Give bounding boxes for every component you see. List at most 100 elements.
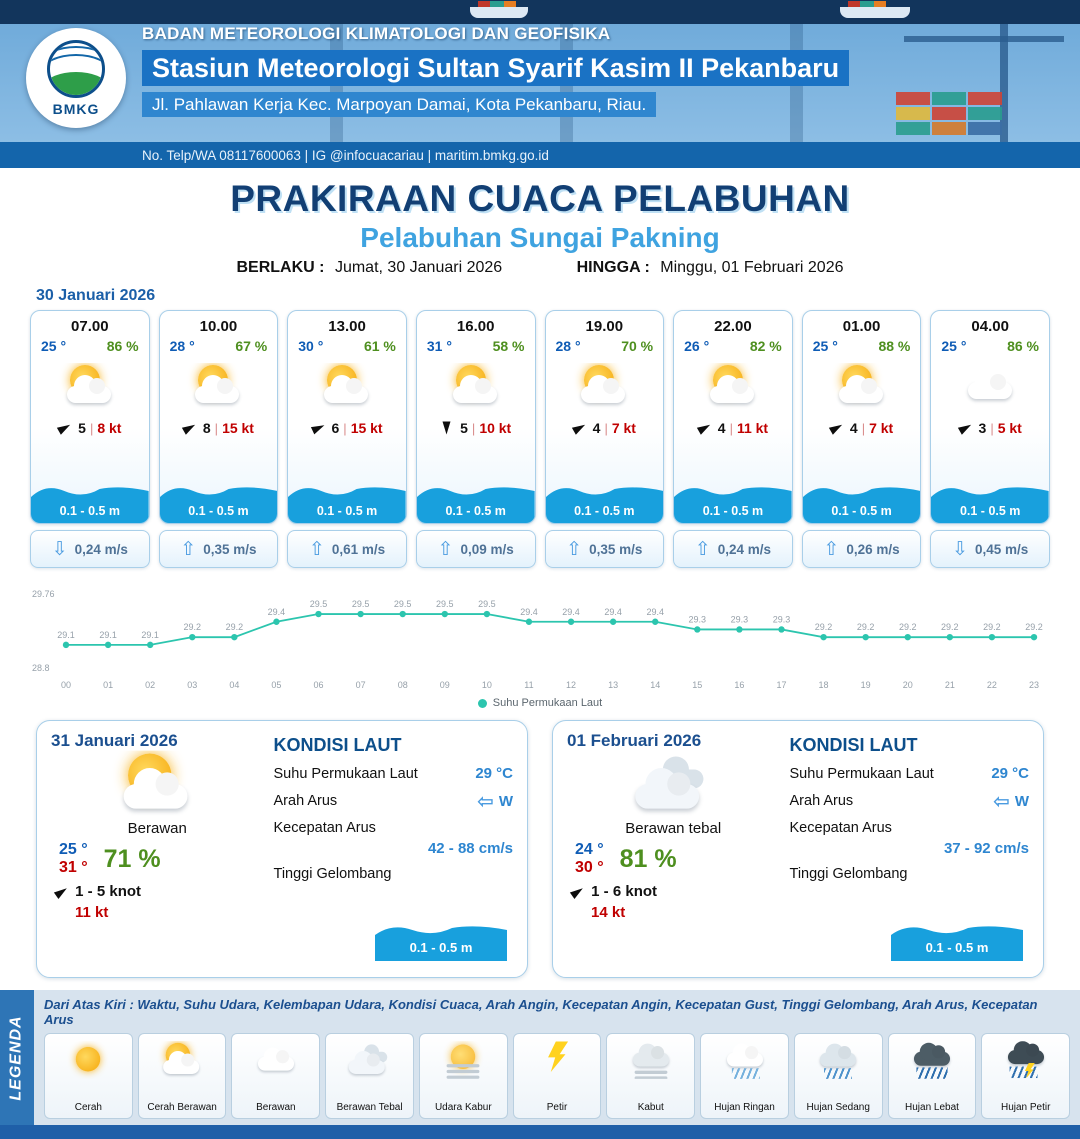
- air-temperature: 26 °: [684, 338, 710, 354]
- wave-shape: [931, 487, 1049, 523]
- legend-item-label: Kabut: [637, 1101, 664, 1113]
- current-direction-arrow-icon: [695, 540, 711, 559]
- air-temperature: 28 °: [555, 338, 581, 354]
- page-title: PRAKIRAAN CUACA PELABUHAN: [230, 178, 850, 219]
- wave-shape: [288, 487, 406, 523]
- time-label: 22.00: [714, 318, 752, 335]
- wind-direction-arrow-icon: [53, 884, 70, 900]
- gust-speed: 15 kt: [222, 420, 254, 436]
- chart-legend-label: Suhu Permukaan Laut: [492, 697, 603, 709]
- time-label: 10.00: [199, 318, 238, 335]
- time-label: 07.00: [71, 318, 109, 335]
- cloud-icon: [838, 375, 883, 403]
- svg-text:29.2: 29.2: [815, 622, 833, 632]
- current-speed: 0,26 m/s: [846, 541, 900, 557]
- forecast-card: 01.00 25 ° 88 % 4 | 7 kt 0.1 - 0.5 m: [801, 310, 922, 568]
- time-label: 16.00: [456, 318, 495, 335]
- forecast-card-main: 04.00 25 ° 86 % 3 | 5 kt 0.1 - 0.5 m: [930, 310, 1050, 524]
- bottom-bar: [0, 1125, 1080, 1139]
- wind-direction-arrow-icon: [957, 421, 973, 435]
- current-speed-label: Kecepatan Arus: [273, 820, 376, 836]
- svg-text:29.2: 29.2: [1025, 622, 1043, 632]
- wave-height: 0.1 - 0.5 m: [59, 504, 121, 518]
- svg-text:29.1: 29.1: [141, 630, 159, 640]
- ship-icon: [840, 1, 910, 18]
- current-speed: 0,09 m/s: [460, 541, 514, 557]
- legend-item: Hujan Sedang: [793, 1033, 883, 1119]
- weather-icon: [958, 363, 1022, 409]
- time-label: 13.00: [328, 318, 366, 335]
- current-speed-box: 0,24 m/s: [673, 530, 793, 568]
- wave-height: 0.1 - 0.5 m: [959, 504, 1021, 518]
- weather-icon: [701, 363, 765, 409]
- svg-text:11: 11: [524, 680, 533, 690]
- wind-direction-arrow-icon: [310, 421, 326, 435]
- sst-value: 29 °C: [475, 765, 513, 782]
- svg-text:29.5: 29.5: [436, 599, 454, 609]
- current-speed: 0,61 m/s: [331, 541, 386, 557]
- legend-item: Kabut: [606, 1033, 696, 1119]
- station-name: Stasiun Meteorologi Sultan Syarif Kasim …: [142, 50, 850, 86]
- max-temperature: 30 °: [575, 859, 604, 876]
- svg-text:12: 12: [566, 680, 576, 690]
- svg-text:20: 20: [903, 680, 913, 690]
- ship-icon: [470, 1, 528, 18]
- wave-height-band: 0.1 - 0.5 m: [288, 477, 406, 523]
- legend-weather-icon: [437, 1041, 489, 1079]
- forecast-cards-row: 07.00 25 ° 86 % 5 | 8 kt 0.1 - 0.5 m: [0, 310, 1080, 568]
- current-speed-box: 0,24 m/s: [30, 530, 150, 568]
- fog-icon: [634, 1070, 668, 1074]
- time-label: 01.00: [842, 318, 881, 335]
- current-direction-arrow-icon: [952, 540, 968, 559]
- current-direction-arrow-icon: [566, 540, 582, 559]
- cloud-icon: [726, 1043, 763, 1067]
- svg-text:08: 08: [398, 680, 408, 690]
- current-speed-label: Kecepatan Arus: [789, 820, 892, 836]
- daily-gust: 11 kt: [75, 904, 109, 921]
- svg-text:28.8: 28.8: [32, 663, 50, 673]
- daily-wave-height: 0.1 - 0.5 m: [409, 940, 473, 955]
- legend-item: Berawan Tebal: [325, 1033, 414, 1119]
- cloud-icon: [635, 768, 700, 809]
- forecast-card: 07.00 25 ° 86 % 5 | 8 kt 0.1 - 0.5 m: [30, 310, 150, 568]
- wave-shape: [674, 487, 792, 523]
- svg-text:00: 00: [61, 680, 71, 690]
- wind-direction-arrow-icon: [442, 421, 451, 435]
- svg-text:29.4: 29.4: [646, 607, 664, 617]
- agency-name: BADAN METEOROLOGI KLIMATOLOGI DAN GEOFIS…: [142, 24, 611, 43]
- wave-height: 0.1 - 0.5 m: [445, 504, 506, 518]
- current-direction-label: Arah Arus: [789, 793, 854, 809]
- separator: |: [861, 420, 866, 436]
- cloud-icon: [348, 1050, 385, 1074]
- min-temperature: 24 °: [575, 841, 604, 858]
- svg-text:29.3: 29.3: [689, 614, 707, 624]
- gust-speed: 7 kt: [869, 420, 894, 436]
- svg-text:21: 21: [945, 680, 955, 690]
- svg-text:29.5: 29.5: [310, 599, 328, 609]
- separator: |: [471, 420, 476, 436]
- wave-height-band: 0.1 - 0.5 m: [416, 477, 535, 523]
- gust-speed: 11 kt: [736, 420, 769, 436]
- west-arrow-icon: [477, 791, 494, 811]
- daily-date: 31 Januari 2026: [51, 731, 178, 750]
- wave-height: 0.1 - 0.5 m: [574, 504, 635, 518]
- svg-text:14: 14: [650, 680, 660, 690]
- legend-dot-icon: [477, 698, 487, 708]
- wave-height-band: 0.1 - 0.5 m: [159, 477, 278, 523]
- legend-item: Hujan Ringan: [700, 1033, 789, 1119]
- svg-text:29.3: 29.3: [773, 614, 791, 624]
- forecast-card-main: 13.00 30 ° 61 % 6 | 15 kt 0.1 - 0.5 m: [287, 310, 407, 524]
- wind-speed: 4: [717, 420, 726, 436]
- wind-speed: 5: [460, 420, 468, 436]
- legend-description: Dari Atas Kiri : Waktu, Suhu Udara, Kele…: [44, 997, 1038, 1027]
- separator: |: [89, 420, 94, 436]
- svg-text:19: 19: [861, 680, 871, 690]
- cloud-icon: [324, 375, 369, 403]
- legend-weather-icon: [906, 1041, 958, 1079]
- daily-weather-icon: [111, 751, 204, 818]
- svg-text:29.4: 29.4: [268, 607, 286, 617]
- gust-speed: 10 kt: [479, 420, 512, 436]
- daily-weather-icon: [627, 751, 720, 818]
- cloud-icon: [66, 375, 111, 403]
- svg-text:06: 06: [314, 680, 324, 690]
